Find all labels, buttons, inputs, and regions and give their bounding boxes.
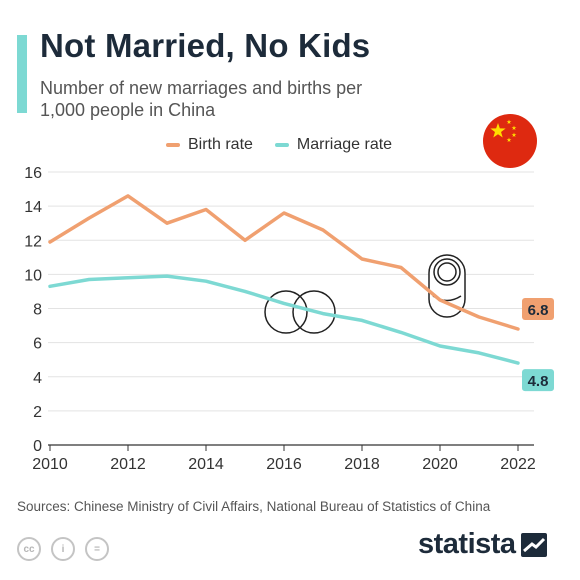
- baby-head-inner: [437, 262, 457, 282]
- birth-rate-point: [517, 327, 520, 330]
- legend-item-marriage: Marriage rate: [274, 136, 393, 154]
- birth-rate-point: [166, 222, 169, 225]
- statista-logo-icon: [520, 532, 547, 557]
- ring-right: [292, 290, 336, 334]
- birth-rate-point: [205, 208, 208, 211]
- x-tick-label: 2010: [32, 456, 68, 473]
- y-tick-label: 4: [33, 370, 42, 387]
- x-tick-label: 2014: [188, 456, 224, 473]
- chart-subtitle: Number of new marriages and births per 1…: [40, 78, 363, 120]
- y-tick-label: 16: [24, 165, 42, 182]
- accent-bar: [17, 35, 27, 113]
- no-derivatives-icon[interactable]: =: [85, 537, 109, 561]
- marriage-rate-point: [400, 331, 403, 334]
- marriage-rate-point: [244, 290, 247, 293]
- marriage-rate-point: [439, 345, 442, 348]
- creative-commons-icon[interactable]: cc: [17, 537, 41, 561]
- marriage-rate-point: [283, 302, 286, 305]
- x-tick-label: 2022: [500, 456, 536, 473]
- y-tick-label: 2: [33, 404, 42, 421]
- marriage-rate-point: [88, 278, 91, 281]
- x-tick-label: 2012: [110, 456, 146, 473]
- birth-rate-end-label-box: [522, 297, 554, 320]
- birth-rate-point: [127, 194, 130, 197]
- legend-swatch-marriage: [274, 143, 289, 147]
- birth-rate-point: [322, 229, 325, 232]
- flag-star: [511, 125, 517, 131]
- legend-item-birth: Birth rate: [166, 136, 253, 154]
- wedding-rings-icon: [264, 290, 336, 334]
- license-icons: cc i =: [17, 537, 119, 561]
- y-tick-label: 6: [33, 336, 42, 353]
- legend-swatch-birth: [166, 143, 180, 147]
- y-tick-label: 8: [33, 302, 42, 319]
- legend-label-marriage: Marriage rate: [296, 136, 393, 153]
- marriage-rate-end-label-box: [522, 369, 554, 392]
- birth-rate-point: [88, 217, 91, 220]
- marriage-rate-point: [166, 275, 169, 278]
- birth-rate-point: [400, 266, 403, 269]
- chart-title: Not Married, No Kids: [40, 27, 371, 64]
- attribution-icon[interactable]: i: [51, 537, 75, 561]
- legend-label-birth: Birth rate: [188, 136, 253, 153]
- birth-rate-point: [49, 240, 52, 243]
- flag-star: [511, 132, 517, 138]
- line-chart: 0 2 4 6 8 10 12 14 16 2010 2012 2014 2016 2018 2020 20…: [24, 165, 554, 473]
- statista-logo[interactable]: statista: [418, 528, 547, 561]
- flag-star: [490, 123, 506, 138]
- china-flag-icon: [483, 114, 537, 168]
- x-tick-label: 2020: [422, 456, 458, 473]
- legend: Birth rate Marriage rate: [166, 136, 414, 154]
- marriage-rate-point: [517, 362, 520, 365]
- baby-head-outer: [433, 258, 461, 286]
- brand-text: statista: [418, 528, 516, 560]
- y-tick-label: 12: [24, 233, 42, 250]
- x-tick-label: 2018: [344, 456, 380, 473]
- y-tick-label: 10: [24, 267, 42, 284]
- x-tick-label: 2016: [266, 456, 302, 473]
- birth-rate-point: [478, 316, 481, 319]
- marriage-rate-point: [478, 351, 481, 354]
- birth-rate-point: [244, 239, 247, 242]
- baby-icon: [428, 254, 466, 318]
- flag-star: [506, 119, 512, 125]
- birth-rate-line: [48, 194, 520, 331]
- marriage-rate-point: [127, 276, 130, 279]
- birth-rate-point: [283, 211, 286, 214]
- birth-rate-end-label: 6.8: [528, 302, 549, 319]
- ring-left: [264, 290, 308, 334]
- marriage-rate-point: [361, 319, 364, 322]
- flag-star: [506, 137, 512, 143]
- marriage-rate-end-label: 4.8: [528, 373, 549, 390]
- birth-rate-point: [361, 258, 364, 261]
- source-note: Sources: Chinese Ministry of Civil Affai…: [17, 499, 491, 514]
- marriage-rate-point: [205, 280, 208, 283]
- marriage-rate-line: [48, 274, 520, 365]
- marriage-rate-point: [49, 285, 52, 288]
- y-tick-label: 0: [33, 438, 42, 455]
- y-tick-label: 14: [24, 199, 42, 216]
- marriage-rate-point: [322, 312, 325, 315]
- birth-rate-point: [439, 298, 442, 301]
